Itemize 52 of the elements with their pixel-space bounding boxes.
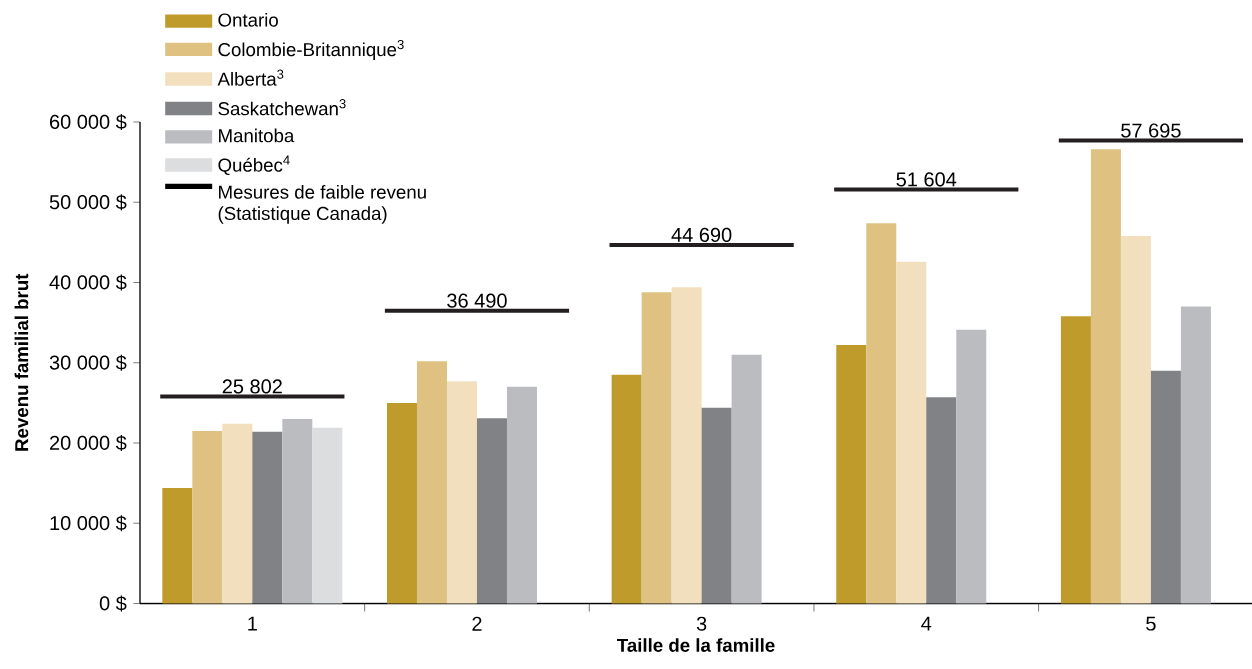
bar [1180, 306, 1211, 604]
bar [476, 418, 507, 604]
y-tick-label: 0 $ [99, 595, 127, 612]
ref-line-label: 51 604 [896, 172, 957, 187]
bar [446, 381, 477, 604]
legend-label: Ontario [218, 12, 278, 27]
bar [671, 287, 702, 604]
bar [1150, 370, 1181, 604]
bar [416, 361, 447, 604]
bar [641, 292, 672, 604]
ref-line-label: 44 690 [671, 227, 732, 242]
bar [836, 345, 867, 604]
bar [282, 418, 313, 604]
y-tick-label: 10 000 $ [50, 515, 127, 532]
y-tick-label: 30 000 $ [49, 354, 127, 371]
x-tick-label: 2 [472, 616, 482, 631]
bar [252, 431, 283, 604]
bar [896, 261, 927, 604]
ref-line-label: 36 490 [447, 293, 507, 308]
bar [866, 223, 897, 604]
legend-label: Alberta$^{3}$ [217, 69, 284, 86]
legend-label: Saskatchewan$^{3}$ [218, 99, 346, 116]
x-axis-title: Taille de la famille [617, 638, 775, 652]
bar [701, 407, 732, 604]
y-tick-label: 40 000 $ [49, 274, 127, 291]
ref-line-label: 57 695 [1121, 123, 1181, 138]
bar [956, 329, 987, 604]
bar [926, 397, 957, 604]
bar [386, 402, 417, 604]
legend-label: Québec$^{4}$ [218, 155, 290, 176]
ref-line-label: 25 802 [222, 379, 282, 394]
x-tick-label: 1 [248, 616, 257, 631]
x-tick-label: 4 [921, 616, 932, 631]
bar [222, 423, 253, 604]
legend-label: Colombie-Britannique$^{3}$ [218, 39, 404, 60]
x-tick-label: 5 [1146, 616, 1156, 631]
bar [162, 487, 193, 604]
bar [731, 354, 762, 604]
y-axis-title: Revenu familial brut [14, 273, 29, 451]
legend-label: Manitoba [219, 128, 295, 143]
bar [1120, 235, 1151, 604]
bar [506, 386, 537, 604]
y-tick-label: 60 000 $ [50, 113, 127, 131]
bar [611, 374, 642, 604]
annotation: Mesures de faible revenu (Statistique Canada) [218, 185, 426, 224]
y-tick-label: 50 000 $ [49, 194, 127, 211]
x-tick-label: 3 [696, 616, 707, 631]
bar [192, 430, 223, 604]
bar [312, 427, 343, 604]
bar [1060, 316, 1091, 604]
bar [1090, 149, 1121, 604]
y-tick-label: 20 000 $ [50, 434, 127, 452]
